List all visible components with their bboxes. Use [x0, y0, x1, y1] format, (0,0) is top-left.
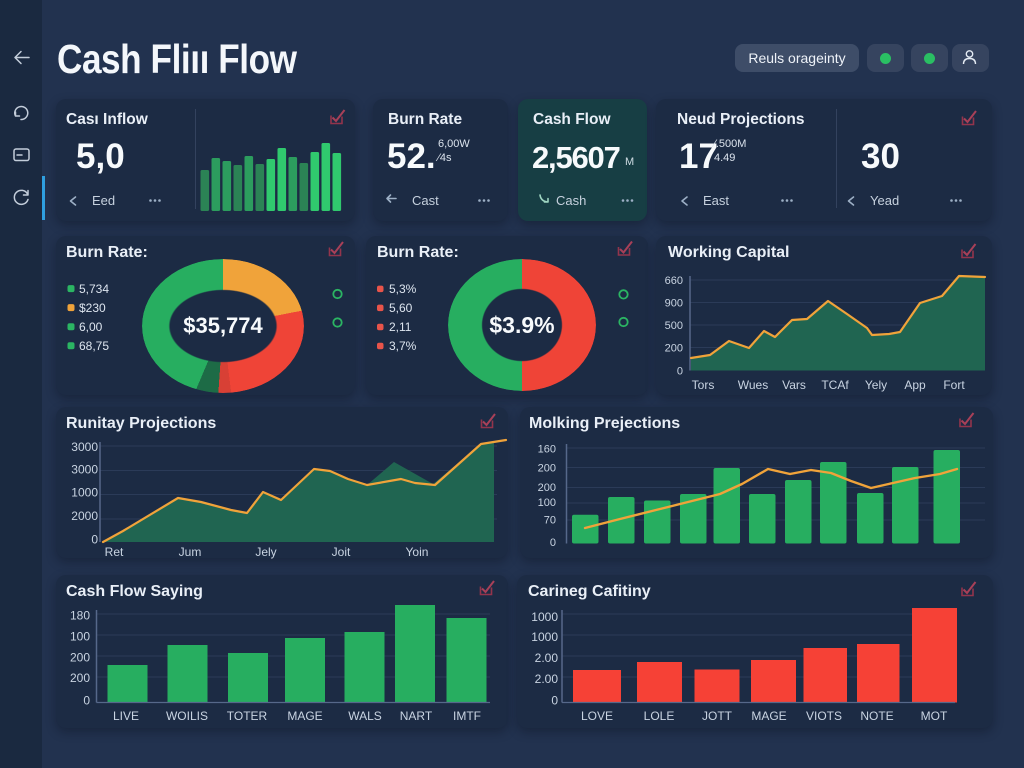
svg-text:100: 100 — [538, 497, 556, 509]
svg-text:0: 0 — [551, 694, 558, 708]
svg-text:0: 0 — [91, 533, 98, 547]
svg-text:500: 500 — [665, 320, 683, 332]
svg-text:App: App — [904, 378, 926, 392]
svg-text:3000: 3000 — [71, 440, 98, 454]
svg-text:900: 900 — [665, 298, 683, 310]
svg-text:1000: 1000 — [531, 630, 558, 644]
svg-text:1000: 1000 — [531, 610, 558, 624]
svg-text:200: 200 — [538, 482, 556, 494]
svg-text:MAGE: MAGE — [751, 709, 786, 723]
svg-text:NART: NART — [400, 709, 433, 723]
svg-text:0: 0 — [83, 694, 90, 708]
svg-text:VIOTS: VIOTS — [806, 709, 842, 723]
svg-text:0: 0 — [677, 366, 683, 378]
svg-text:Joit: Joit — [332, 545, 351, 559]
svg-text:Wues: Wues — [738, 378, 768, 392]
svg-text:WALS: WALS — [348, 709, 382, 723]
svg-text:WOILIS: WOILIS — [166, 709, 208, 723]
svg-text:70: 70 — [544, 515, 556, 527]
svg-text:NOTE: NOTE — [860, 709, 893, 723]
svg-text:Tors: Tors — [692, 378, 715, 392]
svg-text:2.00: 2.00 — [535, 672, 559, 686]
svg-text:200: 200 — [70, 671, 90, 685]
svg-text:TCAf: TCAf — [821, 378, 849, 392]
svg-text:Ret: Ret — [105, 545, 124, 559]
svg-text:660: 660 — [665, 275, 683, 287]
svg-text:Yoin: Yoin — [406, 545, 429, 559]
svg-text:MAGE: MAGE — [287, 709, 322, 723]
svg-text:3000: 3000 — [71, 463, 98, 477]
svg-text:Jely: Jely — [255, 545, 276, 559]
svg-text:200: 200 — [665, 343, 683, 355]
svg-text:1000: 1000 — [71, 486, 98, 500]
svg-text:160: 160 — [538, 444, 556, 456]
svg-text:Yely: Yely — [865, 378, 887, 392]
svg-text:2000: 2000 — [71, 509, 98, 523]
svg-text:200: 200 — [538, 463, 556, 475]
svg-text:MOT: MOT — [921, 709, 948, 723]
svg-text:TOTER: TOTER — [227, 709, 268, 723]
svg-text:180: 180 — [70, 609, 90, 623]
svg-text:JOTT: JOTT — [702, 709, 733, 723]
svg-text:Fort: Fort — [943, 378, 965, 392]
svg-text:Vars: Vars — [782, 378, 806, 392]
svg-text:IMTF: IMTF — [453, 709, 481, 723]
svg-text:Jum: Jum — [179, 545, 202, 559]
svg-text:200: 200 — [70, 651, 90, 665]
svg-text:0: 0 — [550, 537, 556, 549]
svg-text:2.00: 2.00 — [535, 651, 559, 665]
svg-text:LOVE: LOVE — [581, 709, 613, 723]
svg-text:100: 100 — [70, 630, 90, 644]
svg-text:LOLE: LOLE — [644, 709, 675, 723]
svg-text:LIVE: LIVE — [113, 709, 139, 723]
